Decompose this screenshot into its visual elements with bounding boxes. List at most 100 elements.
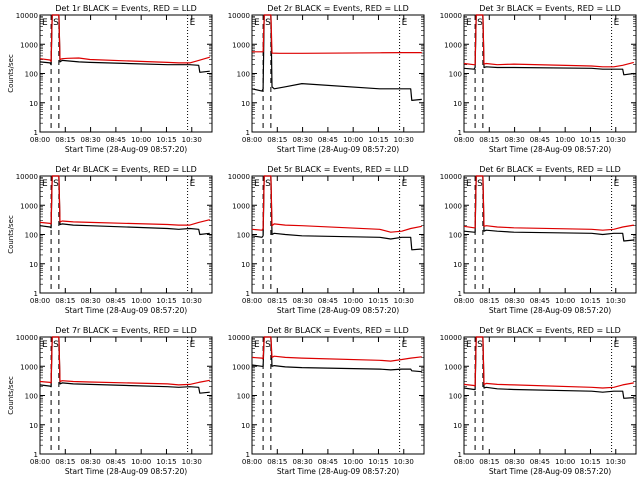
y-axis-label: Counts/sec [7, 376, 15, 415]
y-tick-label: 1000 [232, 41, 250, 49]
x-tick-label: 08:30 [504, 458, 524, 466]
y-tick-label: 100 [237, 71, 250, 79]
event-marker-label: E [614, 18, 620, 28]
x-tick-label: 08:45 [318, 297, 338, 305]
panel-title: Det 6r BLACK = Events, RED = LLD [479, 165, 621, 174]
x-tick-label: 08:30 [504, 297, 524, 305]
event-marker-label: E [254, 179, 260, 189]
x-tick-label: 08:30 [292, 458, 312, 466]
y-tick-label: 10 [453, 100, 462, 108]
event-marker-label: E [42, 18, 48, 28]
event-marker-label: E [466, 179, 472, 189]
x-tick-label: 10:00 [343, 297, 363, 305]
y-tick-label: 10 [453, 261, 462, 269]
x-tick-label: 08:15 [267, 458, 287, 466]
event-marker-label: E [402, 340, 408, 350]
series-line-events [463, 14, 634, 76]
y-tick-label: 1000 [20, 41, 38, 49]
y-tick-label: 100 [449, 393, 462, 401]
y-tick-label: 10000 [228, 173, 250, 181]
x-tick-label: 10:00 [131, 297, 151, 305]
series-line-lld [463, 175, 634, 231]
series-line-lld [251, 336, 422, 362]
x-tick-label: 08:45 [530, 136, 550, 144]
x-axis-label: Start Time (28-Aug-09 08:57:20) [277, 467, 399, 476]
panel-4: Det 4r BLACK = Events, RED = LLD 1 10 100 10… [7, 165, 213, 315]
event-marker-label: S [265, 340, 271, 350]
x-tick-label: 08:45 [106, 297, 126, 305]
x-tick-label: 08:30 [80, 458, 100, 466]
y-tick-label: 1 [458, 129, 462, 137]
y-tick-label: 100 [237, 393, 250, 401]
y-axis-label: Counts/sec [7, 54, 15, 93]
panel-title: Det 4r BLACK = Events, RED = LLD [55, 165, 197, 174]
x-tick-label: 08:00 [242, 458, 262, 466]
series-line-events [251, 14, 422, 102]
panel-title: Det 1r BLACK = Events, RED = LLD [55, 4, 197, 13]
y-tick-label: 1000 [232, 202, 250, 210]
event-marker-label: E [466, 18, 472, 28]
x-tick-label: 10:00 [555, 458, 575, 466]
plot-frame [463, 14, 637, 133]
y-tick-label: 10 [453, 422, 462, 430]
panel-title: Det 2r BLACK = Events, RED = LLD [267, 4, 409, 13]
plot-frame [251, 336, 425, 455]
y-tick-label: 10 [241, 100, 250, 108]
panel-2: Det 2r BLACK = Events, RED = LLD 1 10 100 10… [228, 4, 425, 154]
x-tick-label: 08:00 [242, 297, 262, 305]
y-tick-label: 100 [25, 393, 38, 401]
event-marker-label: E [402, 179, 408, 189]
series-line-lld [39, 175, 210, 226]
event-marker-label: E [190, 179, 196, 189]
series-line-events [463, 336, 634, 399]
x-axis-label: Start Time (28-Aug-09 08:57:20) [277, 306, 399, 315]
x-tick-label: 08:15 [479, 458, 499, 466]
y-tick-label: 1000 [20, 202, 38, 210]
y-tick-label: 10 [29, 100, 38, 108]
series-line-lld [39, 336, 210, 386]
event-marker-label: E [42, 340, 48, 350]
x-tick-label: 08:30 [292, 136, 312, 144]
panel-7: Det 7r BLACK = Events, RED = LLD 1 10 100 10… [7, 326, 213, 476]
x-tick-label: 10:00 [343, 136, 363, 144]
x-tick-label: 08:45 [106, 458, 126, 466]
y-axis-label: Counts/sec [7, 215, 15, 254]
x-tick-label: 10:30 [394, 297, 414, 305]
y-tick-label: 1 [458, 451, 462, 459]
x-tick-label: 08:15 [479, 136, 499, 144]
series-line-lld [252, 14, 422, 54]
y-tick-label: 10 [29, 261, 38, 269]
x-tick-label: 10:00 [131, 136, 151, 144]
series-line-events [251, 175, 422, 251]
x-tick-label: 08:15 [55, 297, 75, 305]
x-tick-label: 10:15 [368, 458, 388, 466]
y-tick-label: 10000 [440, 12, 462, 20]
x-tick-label: 08:30 [292, 297, 312, 305]
event-marker-label: E [254, 18, 260, 28]
y-tick-label: 10000 [228, 334, 250, 342]
x-tick-label: 10:30 [394, 136, 414, 144]
y-tick-label: 10 [29, 422, 38, 430]
event-marker-label: E [614, 340, 620, 350]
x-axis-label: Start Time (28-Aug-09 08:57:20) [65, 306, 187, 315]
plot-frame [39, 14, 213, 133]
x-tick-label: 10:00 [343, 458, 363, 466]
x-tick-label: 08:15 [55, 136, 75, 144]
event-marker-label: S [477, 179, 483, 189]
y-tick-label: 10000 [228, 12, 250, 20]
y-tick-label: 10000 [16, 173, 38, 181]
x-tick-label: 08:45 [106, 136, 126, 144]
x-tick-label: 08:15 [479, 297, 499, 305]
x-tick-label: 08:30 [80, 297, 100, 305]
x-axis-label: Start Time (28-Aug-09 08:57:20) [489, 306, 611, 315]
series-line-lld [251, 175, 422, 233]
x-axis-label: Start Time (28-Aug-09 08:57:20) [65, 145, 187, 154]
y-tick-label: 10 [241, 422, 250, 430]
plot-frame [251, 14, 425, 133]
y-tick-label: 1000 [232, 363, 250, 371]
y-tick-label: 100 [25, 71, 38, 79]
panel-8: Det 8r BLACK = Events, RED = LLD 1 10 100 10… [228, 326, 425, 476]
x-tick-label: 10:15 [580, 136, 600, 144]
event-marker-label: E [254, 340, 260, 350]
series-line-events [39, 14, 210, 73]
